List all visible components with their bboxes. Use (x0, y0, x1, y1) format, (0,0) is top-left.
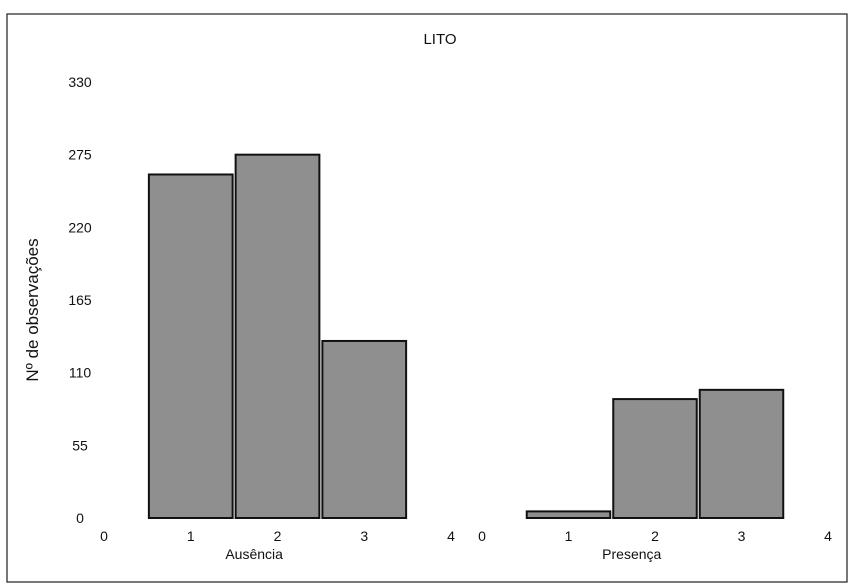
bar (525, 510, 612, 520)
x-tick-label: 3 (360, 528, 368, 544)
group-label: Ausência (225, 546, 283, 562)
bar (698, 388, 785, 520)
panel-2: 0 1 2 3 4 Presença (478, 388, 832, 562)
x-tick-label: 0 (478, 528, 486, 544)
y-tick-label: 55 (72, 437, 88, 453)
y-tick-label: 330 (68, 74, 92, 90)
y-tick-label: 275 (68, 147, 92, 163)
x-tick-label: 2 (651, 528, 659, 544)
y-tick-label: 220 (68, 219, 92, 235)
bar (612, 398, 698, 519)
x-tick-label: 4 (447, 528, 455, 544)
chart-title: LITO (423, 31, 456, 48)
y-tick-label: 110 (69, 365, 92, 381)
y-axis-ticks: 0 55 110 165 220 275 330 (68, 74, 92, 526)
x-tick-label: 2 (274, 528, 282, 544)
y-axis-label: Nº de observações (23, 238, 42, 381)
group-label: Presença (602, 546, 661, 562)
y-tick-label: 0 (76, 510, 84, 526)
x-tick-label: 1 (565, 528, 573, 544)
chart-panels: 0 1 2 3 4 Ausência 0 1 2 3 4 Presença (100, 153, 832, 562)
bar (234, 153, 321, 520)
bar (147, 173, 234, 519)
x-tick-label: 4 (824, 528, 832, 544)
x-tick-label: 3 (738, 528, 746, 544)
bar (321, 339, 408, 519)
x-tick-label: 1 (187, 528, 195, 544)
y-tick-label: 165 (68, 292, 92, 308)
panel-1: 0 1 2 3 4 Ausência (100, 153, 455, 562)
x-tick-label: 0 (100, 528, 108, 544)
